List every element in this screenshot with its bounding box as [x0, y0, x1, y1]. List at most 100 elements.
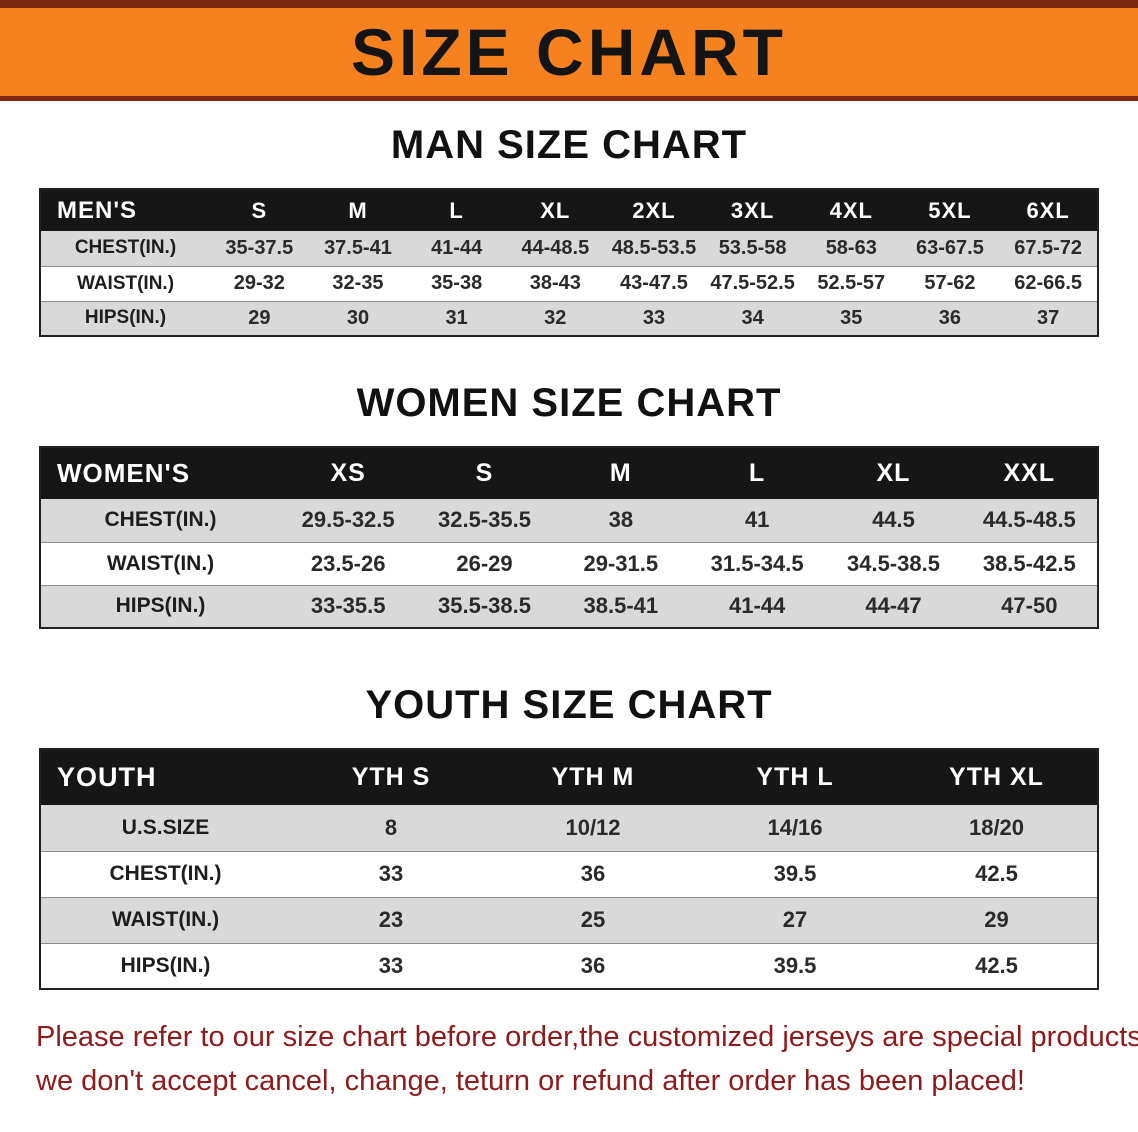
row-label: WAIST(IN.) [76, 272, 175, 294]
size-value: 33 [378, 861, 404, 886]
size-value: 38 [608, 507, 634, 533]
size-value: 47.5-52.5 [710, 272, 795, 294]
size-value: 67.5-72 [1014, 236, 1083, 259]
size-value: 47-50 [1001, 593, 1058, 619]
size-value: 41 [744, 507, 770, 533]
size-column-header: 3XL [703, 189, 802, 231]
size-value: 29 [984, 907, 1009, 932]
size-column-header: XS [280, 447, 417, 499]
size-value: 38.5-42.5 [982, 550, 1076, 576]
size-value: 27 [782, 907, 808, 932]
size-value: 42.5 [975, 861, 1018, 886]
size-value: 34 [741, 306, 764, 329]
table-row: HIPS(IN.) 33-35.5 35.5-38.5 38.5-41 41-44 44-… [40, 585, 1098, 628]
size-column-header: 2XL [604, 189, 704, 231]
table-header-row: MEN'S S M L XL 2XL 3XL 4XL 5XL 6XL [40, 189, 1098, 231]
table-row: WAIST(IN.) 29-32 32-35 35-38 38-43 43-47.5 47.… [40, 266, 1098, 301]
size-column-header: XL [505, 189, 605, 231]
women-section-heading: WOMEN SIZE CHART [356, 381, 782, 425]
row-label: WAIST(IN.) [111, 908, 220, 931]
size-value: 63-67.5 [916, 236, 984, 259]
size-column-header: 4XL [801, 189, 901, 231]
size-value: 41-44 [729, 593, 786, 619]
size-column-header: L [407, 189, 506, 231]
size-value: 25 [580, 907, 606, 932]
size-column-header: XXL [961, 447, 1098, 499]
size-value: 10/12 [565, 814, 621, 840]
size-value: 36 [580, 861, 606, 886]
size-value: 43-47.5 [620, 272, 688, 294]
size-column-header: L [688, 447, 826, 499]
size-value: 32 [544, 306, 567, 329]
men-size-section: MAN SIZE CHART MEN'S S M L XL 2XL 3XL 4XL 5XL 6XL… [0, 123, 1138, 337]
size-column-header: M [552, 447, 689, 499]
size-value: 36 [580, 952, 606, 978]
disclaimer: Please refer to our size chart before or… [0, 1016, 1138, 1103]
size-column-header: 5XL [900, 189, 1000, 231]
size-value: 29 [248, 306, 271, 329]
size-value: 37 [1037, 306, 1060, 329]
size-value: 23 [378, 907, 404, 932]
size-value: 35-37.5 [225, 236, 294, 259]
table-body: U.S.SIZE 8 10/12 14/16 18/20 CHEST(IN.) 33 36 39… [40, 805, 1098, 989]
row-label: HIPS(IN.) [115, 594, 206, 618]
disclaimer-line-1: Please refer to our size chart before or… [36, 1021, 1138, 1053]
size-value: 38.5-41 [583, 593, 659, 619]
table-row: U.S.SIZE 8 10/12 14/16 18/20 [40, 805, 1098, 851]
table-row: WAIST(IN.) 23.5-26 26-29 29-31.5 31.5-34.5 34… [40, 542, 1098, 585]
table-title-cell: WOMEN'S [40, 447, 280, 499]
size-value: 48.5-53.5 [611, 236, 697, 259]
row-label: U.S.SIZE [121, 815, 210, 839]
size-value: 44.5-48.5 [982, 507, 1076, 533]
size-column-header: YTH XL [896, 749, 1098, 805]
size-column-header: M [308, 189, 408, 231]
size-value: 37.5-41 [324, 236, 392, 259]
size-value: 39.5 [773, 861, 817, 886]
table-title-cell: MEN'S [40, 189, 210, 231]
size-value: 32.5-35.5 [438, 507, 531, 533]
size-value: 36 [938, 306, 962, 329]
table-row: CHEST(IN.) 35-37.5 37.5-41 41-44 44-48.5 48.5… [40, 231, 1098, 266]
size-value: 41-44 [431, 236, 483, 259]
size-value: 33-35.5 [310, 593, 386, 619]
table-header-row: WOMEN'S XS S M L XL XXL [40, 447, 1098, 499]
row-label: HIPS(IN.) [84, 307, 167, 329]
table-row: HIPS(IN.) 33 36 39.5 42.5 [40, 943, 1098, 989]
size-column-header: S [416, 447, 553, 499]
men-size-table: MEN'S S M L XL 2XL 3XL 4XL 5XL 6XL CHEST(IN.) 35-37… [39, 188, 1099, 337]
youth-size-table: YOUTH YTH S YTH M YTH L YTH XL U.S.SIZE 8 10/12… [39, 748, 1099, 990]
size-column-header: 6XL [999, 189, 1098, 231]
table-body: CHEST(IN.) 35-37.5 37.5-41 41-44 44-48.5 48.5… [40, 231, 1098, 336]
size-value: 14/16 [767, 814, 823, 840]
row-label: CHEST(IN.) [74, 237, 177, 259]
size-value: 35-38 [431, 272, 483, 294]
size-value: 62-66.5 [1014, 272, 1083, 294]
size-value: 26-29 [456, 550, 513, 576]
size-value: 34.5-38.5 [846, 550, 940, 576]
size-value: 58-63 [825, 236, 877, 259]
size-value: 32-35 [332, 272, 384, 294]
size-column-header: XL [825, 447, 962, 499]
banner-title: SIZE CHART [351, 15, 787, 89]
size-column-header: YTH L [694, 749, 896, 805]
size-value: 8 [384, 814, 398, 840]
size-value: 29-32 [233, 272, 285, 294]
size-column-header: S [210, 189, 309, 231]
size-value: 35.5-38.5 [438, 593, 531, 619]
youth-size-section: YOUTH SIZE CHART YOUTH YTH S YTH M YTH L YTH… [0, 683, 1138, 990]
size-value: 53.5-58 [718, 236, 787, 259]
size-chart-banner: SIZE CHART [0, 0, 1138, 101]
size-value: 44.5 [872, 507, 915, 533]
men-section-heading: MAN SIZE CHART [390, 123, 748, 167]
table-row: CHEST(IN.) 29.5-32.5 32.5-35.5 38 41 44.5 44.5… [40, 499, 1098, 542]
size-value: 35 [840, 306, 863, 329]
row-label: CHEST(IN.) [109, 862, 222, 885]
size-value: 29-31.5 [583, 550, 659, 576]
table-head: WOMEN'S XS S M L XL XXL [40, 447, 1098, 499]
table-head: MEN'S S M L XL 2XL 3XL 4XL 5XL 6XL [40, 189, 1098, 231]
table-row: WAIST(IN.) 23 25 27 29 [40, 897, 1098, 943]
table-header-row: YOUTH YTH S YTH M YTH L YTH XL [40, 749, 1098, 805]
women-size-section: WOMEN SIZE CHART WOMEN'S XS S M L XL XXL CHEST(… [0, 381, 1138, 629]
size-value: 18/20 [968, 814, 1025, 840]
